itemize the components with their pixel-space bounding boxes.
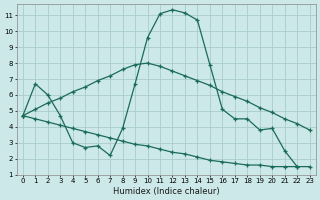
- X-axis label: Humidex (Indice chaleur): Humidex (Indice chaleur): [113, 187, 220, 196]
